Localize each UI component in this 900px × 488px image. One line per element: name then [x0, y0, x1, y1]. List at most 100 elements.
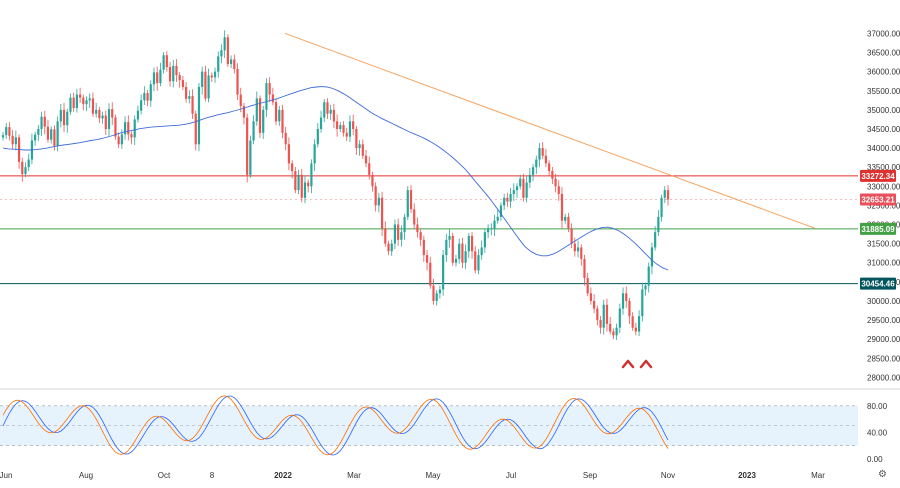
candle-body	[14, 137, 17, 145]
candle-body	[419, 232, 422, 240]
price-badge-label: 32653.21	[861, 196, 895, 205]
candle-body	[1, 135, 5, 138]
y-tick-label: 37000.00	[867, 29, 900, 38]
candle-body	[162, 55, 165, 70]
candle-body	[297, 174, 300, 191]
candle-body	[46, 126, 50, 140]
stoch-tick-label: 80.00	[867, 402, 888, 411]
candle-body	[390, 243, 393, 252]
candle-body	[252, 121, 255, 141]
candle-body	[496, 216, 499, 221]
candle-body	[548, 163, 551, 172]
candle-body	[226, 37, 229, 65]
candle-body	[59, 109, 62, 122]
y-tick-label: 30000.00	[867, 297, 900, 306]
candle-body	[262, 109, 265, 133]
candle-body	[313, 144, 316, 164]
candle-body	[422, 239, 425, 256]
candle-body	[358, 144, 361, 149]
candle-body	[11, 135, 14, 145]
candle-body	[618, 308, 621, 328]
candle-body	[442, 255, 445, 290]
candle-body	[573, 243, 576, 252]
y-tick-label: 29500.00	[867, 316, 900, 325]
y-tick-label: 33000.00	[867, 182, 900, 191]
candle-body	[596, 308, 599, 321]
candle-body	[352, 121, 355, 129]
candle-body	[374, 186, 377, 206]
candle-body	[541, 148, 544, 156]
y-tick-label: 28500.00	[867, 354, 900, 363]
candle-body	[342, 125, 345, 133]
candle-body	[130, 134, 133, 138]
candle-body	[307, 182, 310, 187]
candle-body	[40, 116, 43, 129]
candle-body	[156, 72, 159, 84]
candle-body	[236, 68, 239, 95]
y-tick-label: 31000.00	[867, 259, 900, 268]
candle-body	[609, 323, 612, 332]
x-tick-label: 8	[210, 471, 215, 480]
candle-body	[278, 109, 281, 122]
candle-body	[255, 98, 258, 122]
candle-body	[310, 163, 313, 187]
candle-body	[564, 216, 567, 221]
y-tick-label: 28000.00	[867, 373, 900, 382]
candle-body	[152, 72, 156, 85]
stoch-tick-label: 0.00	[867, 455, 883, 464]
stoch-d-line	[2, 395, 669, 456]
candle-body	[210, 75, 213, 78]
settings-gear-icon[interactable]: ⚙	[878, 469, 887, 480]
candle-body	[522, 178, 525, 198]
candle-body	[117, 136, 120, 145]
y-tick-label: 31500.00	[867, 240, 900, 249]
candle-body	[393, 224, 397, 244]
candle-body	[380, 197, 384, 229]
candle-body	[43, 116, 46, 127]
candle-body	[136, 110, 140, 120]
y-tick-label: 35000.00	[867, 106, 900, 115]
candle-body	[554, 178, 557, 187]
candle-body	[512, 190, 515, 194]
candle-body	[300, 174, 303, 198]
candle-body	[85, 100, 88, 105]
candle-body	[435, 293, 438, 301]
candle-body	[413, 209, 416, 225]
candle-body	[544, 155, 548, 164]
candle-body	[615, 327, 618, 336]
candle-body	[75, 94, 78, 108]
candle-body	[515, 186, 519, 191]
candle-body	[493, 220, 496, 229]
candle-body	[62, 109, 66, 126]
x-tick-label: Jul	[506, 471, 516, 480]
candle-body	[91, 98, 95, 114]
candle-body	[339, 125, 342, 129]
candle-body	[567, 216, 570, 229]
candle-body	[204, 71, 207, 99]
candle-body	[528, 174, 531, 183]
candle-body	[525, 182, 528, 198]
candle-body	[461, 243, 464, 263]
candle-body	[168, 67, 172, 82]
candle-body	[663, 190, 666, 198]
candle-body	[291, 163, 294, 172]
candle-body	[474, 251, 477, 271]
candle-body	[458, 243, 461, 259]
x-tick-label: Jun	[0, 471, 12, 480]
candle-body	[538, 148, 541, 160]
candle-body	[242, 106, 246, 118]
candle-body	[229, 59, 233, 65]
candle-body	[88, 98, 91, 101]
candle-body	[361, 144, 364, 156]
y-tick-label: 34000.00	[867, 144, 900, 153]
candle-body	[400, 232, 403, 240]
candle-body	[249, 140, 252, 175]
stoch-k-line	[2, 395, 669, 456]
candle-body	[628, 300, 631, 317]
candle-body	[323, 102, 326, 118]
candle-body	[287, 144, 291, 164]
candle-body	[72, 97, 75, 108]
candle-body	[213, 71, 217, 78]
candle-body	[120, 134, 123, 145]
